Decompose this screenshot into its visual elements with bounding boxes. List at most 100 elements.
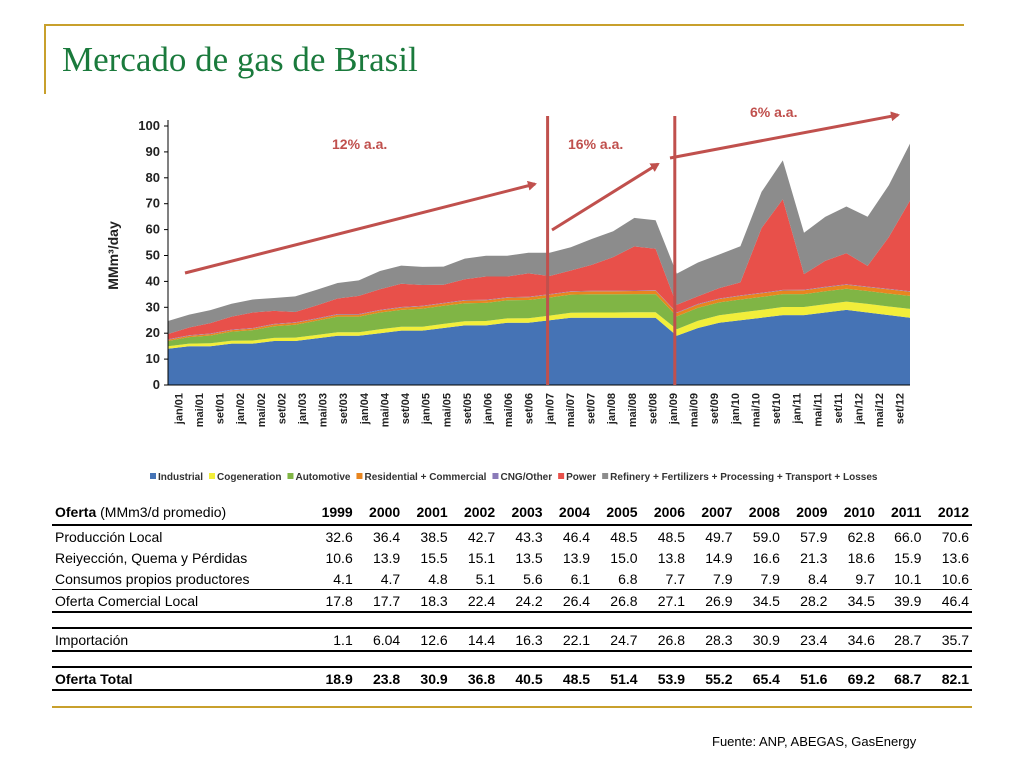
x-tick-label: set/10 [771, 393, 783, 424]
table-cell: 15.0 [610, 549, 638, 566]
x-tick-label: jan/09 [668, 393, 680, 425]
table-cell: 13.9 [562, 549, 591, 566]
x-tick-label: mai/05 [441, 393, 453, 427]
table-cell: 51.6 [782, 666, 831, 691]
table-cell: 4.1 [333, 570, 353, 587]
table-cell: 51.4 [593, 666, 641, 691]
table-cell: 6.04 [355, 627, 404, 652]
x-tick-label: mai/02 [256, 393, 268, 427]
table-cell: 8.4 [807, 570, 828, 587]
legend-label: Power [566, 472, 596, 483]
x-tick-label: set/01 [215, 393, 227, 424]
table-header-row: Oferta (MMm3/d promedio) 1999 2000 2001 … [52, 500, 972, 526]
table-header-label: Oferta (MMm3/d promedio) [52, 500, 309, 526]
legend-swatch [356, 473, 363, 479]
growth-label: 6% a.a. [750, 104, 797, 120]
table-cell: 4.7 [380, 570, 401, 587]
area-series-2 [168, 288, 910, 347]
table-cell: 9.7 [855, 570, 875, 587]
table-cell: 46.4 [562, 528, 591, 545]
area-series-4 [168, 284, 910, 340]
year-header: 2010 [830, 500, 878, 526]
legend-label: Industrial [158, 472, 203, 483]
legend-label: Cogeneration [217, 472, 281, 483]
legend-label: Automotive [295, 472, 350, 483]
legend-swatch [287, 473, 294, 479]
chart-annotations: 12% a.a. 16% a.a. 6% a.a. [184, 104, 900, 385]
x-tick-label: mai/10 [750, 393, 762, 427]
table-cell: 55.2 [688, 666, 736, 691]
x-tick-label: jan/10 [730, 393, 742, 425]
growth-arrow [551, 162, 660, 232]
table-cell: 38.5 [420, 528, 448, 545]
x-tick-label: mai/11 [812, 393, 824, 427]
row-label: Reiyección, Quema y Pérdidas [55, 549, 248, 566]
table-cell: 24.2 [498, 589, 546, 613]
slide-title: Mercado de gas de Brasil [62, 40, 418, 79]
legend-swatch [558, 473, 565, 479]
table-cell: 43.3 [515, 528, 543, 545]
table-cell: 15.9 [894, 549, 922, 566]
y-tick-label: 20 [146, 325, 160, 340]
row-label: Oferta Comercial Local [52, 589, 309, 613]
legend-swatch [209, 473, 216, 479]
x-tick-label: set/11 [833, 393, 845, 424]
x-tick-label: mai/12 [874, 393, 886, 427]
x-tick-label: set/09 [709, 393, 721, 424]
year-header: 2004 [545, 500, 594, 526]
y-tick-label: 90 [146, 144, 160, 159]
x-tick-label: set/07 [586, 393, 598, 424]
table-cell: 13.8 [657, 549, 686, 566]
table-cell: 26.8 [593, 589, 641, 613]
table-cell: 12.6 [403, 627, 451, 652]
table-cell: 18.6 [847, 549, 875, 566]
x-tick-label: set/03 [338, 393, 350, 424]
table-cell: 40.5 [498, 666, 546, 691]
table-cell: 34.5 [830, 589, 878, 613]
x-tick-label: set/05 [462, 393, 474, 424]
x-tick-label: set/04 [400, 392, 412, 424]
stacked-area-chart: 0 10 20 30 40 50 60 70 80 90 100 jan/01 mai/01 set/01… [105, 104, 910, 483]
table-cell: 39.9 [877, 589, 925, 613]
table-cell: 46.4 [924, 589, 972, 613]
table-cell: 22.4 [450, 589, 499, 613]
table-cell: 15.1 [467, 549, 496, 566]
y-tick-label: 40 [146, 273, 160, 288]
x-tick-label: mai/04 [379, 392, 391, 427]
area-series-3 [168, 284, 910, 341]
table-cell: 15.5 [420, 549, 448, 566]
table-cell: 14.4 [450, 627, 499, 652]
table-cell: 23.4 [782, 627, 831, 652]
x-tick-label: jan/04 [359, 392, 371, 425]
table-cell: 6.1 [570, 570, 591, 587]
table-cell: 16.3 [498, 627, 546, 652]
row-label: Producción Local [55, 528, 163, 545]
legend-swatch [602, 473, 609, 479]
table-cell: 13.9 [372, 549, 401, 566]
table-cell: 34.5 [735, 589, 783, 613]
area-series-1 [168, 301, 910, 349]
table-spacer [52, 612, 972, 628]
table-cell: 36.4 [372, 528, 401, 545]
year-header: 2003 [498, 500, 546, 526]
header-bold-text: Oferta [55, 504, 97, 520]
row-label: Consumos propios productores [55, 570, 250, 587]
spacer-cell [52, 651, 972, 667]
x-tick-label: jan/02 [235, 393, 247, 425]
table-cell: 5.6 [523, 570, 543, 587]
x-tick-label: mai/09 [689, 393, 701, 427]
table-cell: 10.1 [894, 570, 922, 587]
x-tick-label: mai/08 [627, 393, 639, 427]
table-row-subtotal: Oferta Comercial Local 17.8 17.7 18.3 22.4 24… [52, 589, 972, 613]
table-cell: 48.5 [657, 528, 686, 545]
table-cell: 5.1 [475, 570, 496, 587]
title-frame-line [44, 24, 964, 26]
y-tick-label: 0 [153, 377, 160, 392]
table-cell: 53.9 [640, 666, 689, 691]
year-header: 2006 [640, 500, 689, 526]
table-cell: 4.8 [428, 570, 448, 587]
table-spacer [52, 651, 972, 667]
legend-swatch [150, 473, 156, 479]
table-cell: 42.7 [467, 528, 496, 545]
table-cell: 18.9 [308, 666, 356, 691]
